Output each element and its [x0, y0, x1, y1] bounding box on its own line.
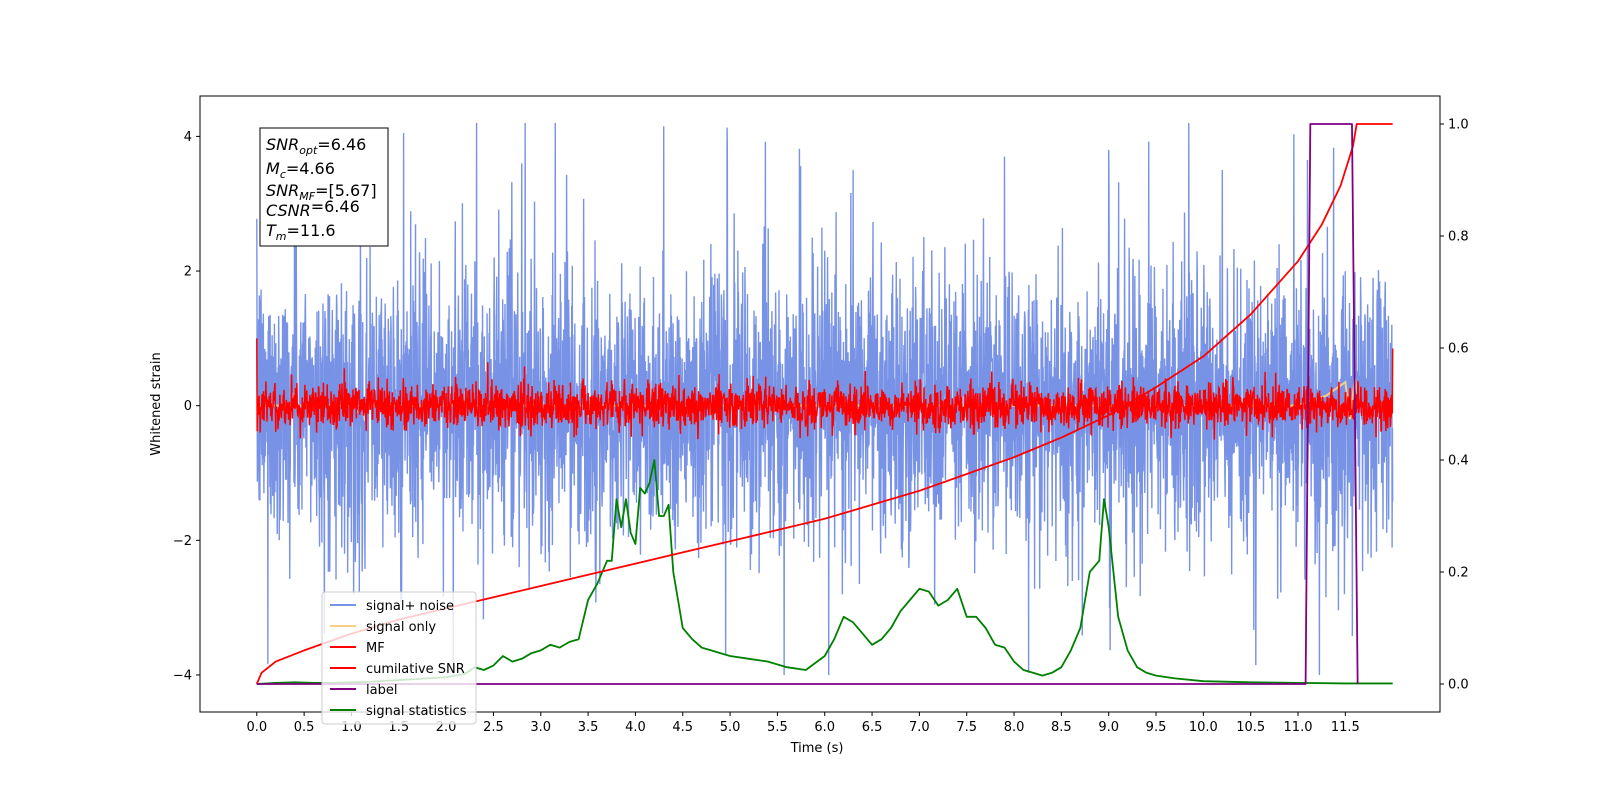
x-tick-label: 7.5	[956, 720, 977, 735]
legend-frame	[321, 591, 477, 725]
x-tick-label: 6.0	[814, 720, 835, 735]
y2-tick-label: 0.4	[1448, 454, 1469, 469]
x-tick-label: 6.5	[862, 720, 883, 735]
annotation-box: SNRopt=6.46 Mc=4.66 SNRMF=[5.67] CSNR=6.…	[259, 127, 389, 247]
x-tick-label: 10.0	[1189, 720, 1218, 735]
y-tick-label: 2	[184, 265, 192, 280]
legend-label-cumulative-snr: cumilative SNR	[366, 662, 465, 677]
annotation-snr-mf: SNRMF=[5.67]	[266, 181, 377, 203]
x-tick-label: 0.5	[294, 720, 315, 735]
annotation-tm: Tm=11.6	[266, 221, 336, 243]
y2-tick-label: 1.0	[1448, 118, 1469, 133]
y-tick-label: 0	[184, 399, 192, 414]
x-tick-label: 3.0	[530, 720, 551, 735]
x-tick-label: 10.5	[1236, 720, 1265, 735]
x-tick-label: 7.0	[909, 720, 930, 735]
series-signal-statistics-line	[256, 459, 1393, 685]
y2-tick-label: 0.6	[1448, 342, 1469, 357]
x-tick-label: 11.0	[1284, 720, 1313, 735]
x-tick-label: 2.5	[483, 720, 504, 735]
annotation-snr-opt: SNRopt=6.46	[266, 135, 366, 157]
annotation-csnr: CSNR=6.46	[266, 197, 360, 220]
x-tick-label: 8.0	[1004, 720, 1025, 735]
x-tick-label: 5.0	[720, 720, 741, 735]
y-axis-right: 0.0 0.2 0.4 0.6 0.8 1.0	[1440, 118, 1469, 693]
legend-label-signal-noise: signal+ noise	[366, 599, 454, 614]
x-tick-label: 0.0	[246, 720, 267, 735]
legend-label-signal-only: signal only	[366, 620, 436, 635]
legend-label-label: label	[366, 683, 397, 698]
legend-label-signal-statistics: signal statistics	[366, 704, 467, 719]
x-tick-label: 4.0	[625, 720, 646, 735]
x-tick-label: 11.5	[1331, 720, 1360, 735]
y-axis-left: −4 −2 0 2 4	[173, 130, 200, 683]
x-tick-label: 3.5	[578, 720, 599, 735]
series-label-line	[256, 123, 1359, 685]
y-tick-label: −2	[173, 534, 192, 549]
x-tick-label: 5.5	[767, 720, 788, 735]
x-tick-label: 9.0	[1098, 720, 1119, 735]
annotation-mc: Mc=4.66	[266, 159, 335, 181]
legend: signal+ noise signal only MF cumilative …	[321, 591, 477, 725]
annotation-frame	[259, 127, 389, 247]
y-axis-label: Whitened strain	[149, 352, 164, 455]
y2-tick-label: 0.2	[1448, 566, 1469, 581]
y2-tick-label: 0.8	[1448, 230, 1469, 245]
y-tick-label: −4	[173, 668, 192, 683]
x-tick-label: 9.5	[1146, 720, 1167, 735]
x-tick-label: 4.5	[672, 720, 693, 735]
x-axis-label: Time (s)	[790, 741, 844, 756]
plot-frame	[199, 95, 1441, 713]
x-tick-label: 8.5	[1051, 720, 1072, 735]
y2-tick-label: 0.0	[1448, 678, 1469, 693]
y-tick-label: 4	[184, 130, 192, 145]
series-mf-line	[256, 338, 1394, 440]
legend-label-mf: MF	[366, 641, 385, 656]
